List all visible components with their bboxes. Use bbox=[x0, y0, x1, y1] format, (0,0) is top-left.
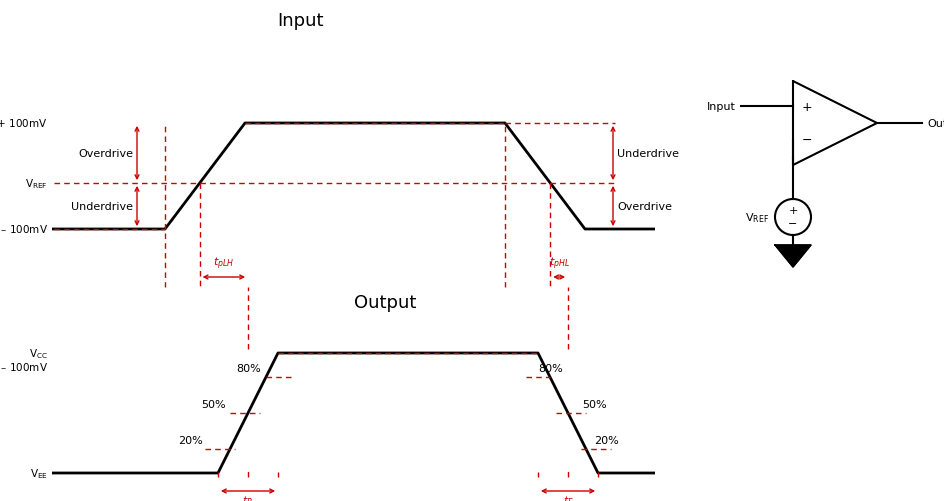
Text: $\mathregular{V_{REF}}$ + 100mV: $\mathregular{V_{REF}}$ + 100mV bbox=[0, 117, 48, 131]
Text: $\mathregular{V_{REF}}$: $\mathregular{V_{REF}}$ bbox=[745, 211, 769, 224]
Text: $\mathregular{V_{EE}}$: $\mathregular{V_{EE}}$ bbox=[30, 466, 48, 480]
Text: $\mathregular{V_{REF}}$ – 100mV: $\mathregular{V_{REF}}$ – 100mV bbox=[0, 360, 48, 374]
Text: Output: Output bbox=[927, 119, 944, 129]
Text: 80%: 80% bbox=[236, 363, 261, 373]
Text: 20%: 20% bbox=[594, 435, 618, 445]
Text: +: + bbox=[802, 101, 813, 113]
Text: $t_R$: $t_R$ bbox=[243, 493, 254, 501]
Text: Underdrive: Underdrive bbox=[617, 149, 679, 159]
Text: 20%: 20% bbox=[178, 435, 203, 445]
Text: Input: Input bbox=[707, 102, 736, 112]
Text: Input: Input bbox=[277, 12, 323, 30]
Text: Overdrive: Overdrive bbox=[617, 201, 672, 211]
Text: $t_F$: $t_F$ bbox=[563, 493, 573, 501]
Text: 50%: 50% bbox=[582, 399, 607, 409]
Text: $\mathregular{V_{REF}}$: $\mathregular{V_{REF}}$ bbox=[25, 177, 48, 190]
Text: $t_{pHL}$: $t_{pHL}$ bbox=[548, 255, 569, 272]
Text: $\mathregular{V_{CC}}$: $\mathregular{V_{CC}}$ bbox=[29, 346, 48, 360]
Text: Overdrive: Overdrive bbox=[78, 149, 133, 159]
Text: Output: Output bbox=[354, 294, 416, 312]
Text: 50%: 50% bbox=[201, 399, 226, 409]
Text: +: + bbox=[788, 206, 798, 216]
Polygon shape bbox=[775, 245, 811, 268]
Text: Underdrive: Underdrive bbox=[71, 201, 133, 211]
Text: $\mathregular{V_{REF}}$ – 100mV: $\mathregular{V_{REF}}$ – 100mV bbox=[0, 222, 48, 236]
Text: −: − bbox=[788, 219, 798, 229]
Text: $t_{pLH}$: $t_{pLH}$ bbox=[213, 255, 234, 272]
Text: 80%: 80% bbox=[538, 363, 563, 373]
Text: −: − bbox=[802, 134, 813, 147]
